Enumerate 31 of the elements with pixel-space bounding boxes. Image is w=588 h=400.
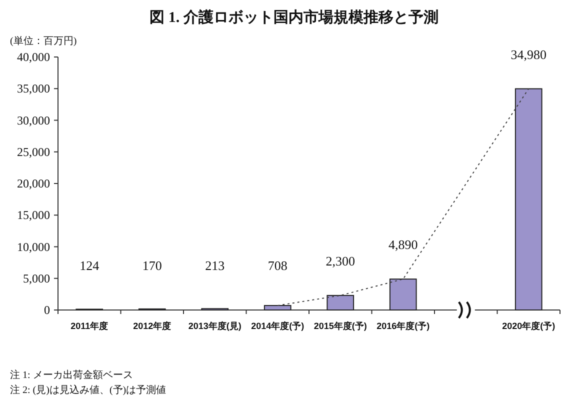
x-tick-label: 2020年度(予) <box>502 321 556 331</box>
bar <box>389 278 417 310</box>
data-label: 2,300 <box>326 253 355 268</box>
y-tick-label: 10,000 <box>17 240 50 254</box>
x-tick-label: 2013年度(見) <box>188 321 242 331</box>
data-label: 708 <box>268 258 288 273</box>
data-label: 124 <box>80 258 100 273</box>
y-tick-label: 20,000 <box>17 176 50 190</box>
y-tick-label: 35,000 <box>17 82 50 96</box>
y-axis-title: (単位：百万円) <box>10 35 77 47</box>
x-tick-label: 2016年度(予) <box>376 321 430 331</box>
data-label: 170 <box>142 258 162 273</box>
bar <box>264 305 292 310</box>
text: 注 2: (見)は見込み値、(予)は予測値 <box>10 384 166 396</box>
bar <box>514 88 542 310</box>
x-tick-label: 2014年度(予) <box>251 321 304 331</box>
y-tick-label: 25,000 <box>17 144 50 159</box>
x-tick-label: 2015年度(予) <box>314 321 367 331</box>
y-tick-label: 15,000 <box>17 208 50 222</box>
x-tick-label: 2011年度 <box>70 321 108 331</box>
y-tick-label: 30,000 <box>17 113 50 128</box>
x-tick-label: 2012年度 <box>133 321 172 331</box>
text: 注 1: メーカ出荷金額ベース <box>10 369 133 381</box>
bar <box>326 294 354 310</box>
data-label: 34,980 <box>510 46 546 62</box>
data-label: 4,890 <box>388 237 418 252</box>
data-label: 213 <box>205 258 225 273</box>
y-tick-label: 0 <box>44 303 50 317</box>
y-tick-label: 5,000 <box>23 271 50 286</box>
y-tick-label: 40,000 <box>17 50 50 64</box>
chart-title: 図 1. 介護ロボット国内市場規模推移と予測 <box>150 8 438 26</box>
